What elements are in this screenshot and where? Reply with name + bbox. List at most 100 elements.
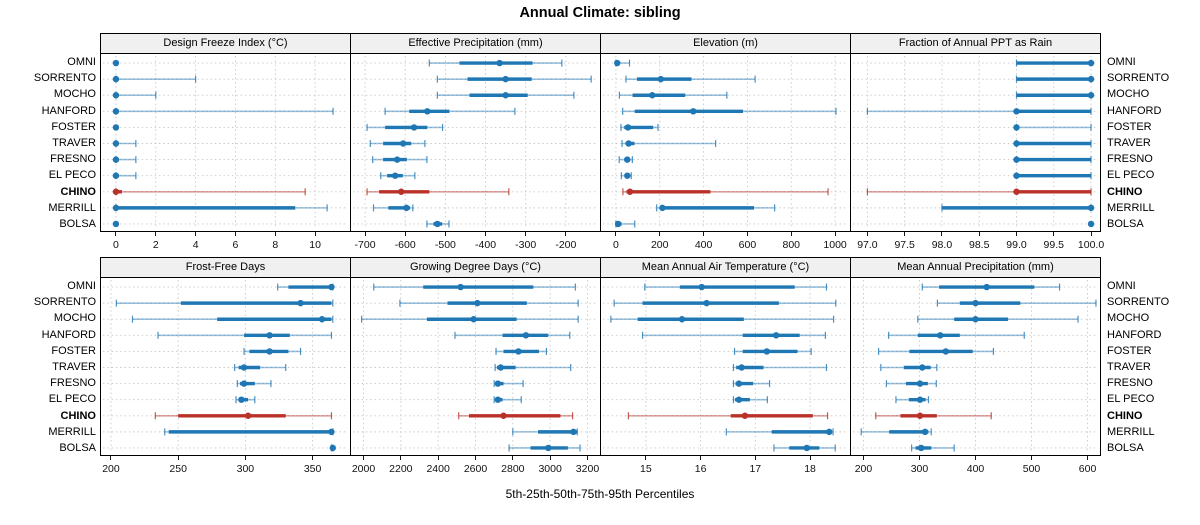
median-dot (391, 172, 399, 179)
series-foster (1013, 123, 1092, 131)
median-dot (659, 204, 666, 212)
series-sorrento (1015, 75, 1095, 83)
x-tick-mark (110, 456, 112, 460)
x-tick-label: 4 (192, 239, 199, 251)
median-dot (474, 299, 481, 307)
station-label-left-sorrento: SORRENTO (33, 72, 96, 85)
series-omni (1015, 59, 1095, 67)
plot-svg (350, 278, 601, 456)
plot-svg (100, 278, 351, 456)
panel-fraction-of-annual-ppt-as-rain: Fraction of Annual PPT as Rain 97.0 97.5 98… (850, 33, 1104, 251)
station-label-right-sorrento: SORRENTO (1107, 296, 1170, 309)
x-tick-label: 200 (102, 463, 120, 475)
x-tick-label: 98.0 (931, 239, 953, 251)
station-label-left-mocho: MOCHO (53, 312, 96, 325)
x-tick-label: 400 (966, 463, 985, 475)
series-bolsa (911, 444, 955, 452)
x-tick-mark (565, 232, 567, 236)
station-label-left-el-peco: EL PECO (48, 169, 96, 182)
series-bolsa (508, 444, 581, 452)
x-tick-label: 3000 (538, 463, 562, 475)
median-dot (1013, 108, 1020, 115)
median-dot (972, 299, 979, 307)
plot-svg (600, 54, 851, 232)
x-tick-label: 0 (113, 239, 119, 251)
station-label-right-merrill: MERRILL (1107, 201, 1155, 214)
series-chino (875, 412, 992, 420)
series-hanford (888, 331, 1025, 339)
median-dot (112, 140, 120, 147)
x-tick-mark (790, 232, 792, 236)
station-label-left-bolsa: BOLSA (59, 217, 96, 230)
median-dot (614, 59, 621, 67)
median-dot (393, 156, 401, 163)
station-label-left-bolsa: BOLSA (59, 441, 96, 454)
series-bolsa (112, 220, 120, 228)
x-tick-label: 2 (152, 239, 159, 251)
series-chino (866, 188, 1092, 196)
median-dot (763, 348, 771, 355)
median-dot (772, 332, 780, 339)
series-traver (732, 363, 828, 372)
median-dot (614, 220, 622, 228)
x-tick-label: 0 (612, 239, 619, 251)
plot-svg (350, 54, 601, 232)
x-tick-mark (586, 456, 588, 460)
median-dot (502, 92, 509, 99)
station-label-right-hanford: HANFORD (1107, 104, 1162, 117)
station-label-left-hanford: HANFORD (41, 104, 96, 117)
median-dot (398, 188, 405, 195)
series-merrill (512, 428, 578, 436)
station-label-left-fresno: FRESNO (50, 153, 96, 166)
median-dot (649, 92, 656, 99)
series-omni (644, 283, 828, 291)
median-dot (1087, 75, 1095, 83)
x-tick-mark (615, 232, 617, 236)
x-tick-label: 300 (910, 463, 929, 475)
x-tick-mark (918, 456, 920, 460)
median-dot (238, 396, 245, 403)
panel-growing-degree-days-c-: Growing Degree Days (°C) 2000 2200 2400 2600… (350, 257, 601, 475)
x-tick-label: 600 (738, 239, 757, 251)
x-tick-mark (437, 456, 439, 460)
median-dot (329, 444, 336, 452)
series-el-peco (620, 172, 632, 180)
station-label-right-bolsa: BOLSA (1107, 441, 1144, 454)
x-tick-label: 200 (854, 463, 873, 475)
median-dot (470, 316, 477, 323)
station-label-left-chino: CHINO (60, 185, 96, 198)
series-foster (112, 124, 120, 131)
x-tick-mark (115, 232, 117, 236)
median-dot (328, 428, 335, 436)
x-tick-label: 97.0 (857, 239, 878, 251)
series-traver (369, 139, 426, 148)
x-tick-label: 99.0 (1006, 239, 1027, 251)
median-dot (916, 396, 924, 403)
x-tick-mark (834, 232, 836, 236)
median-dot (112, 59, 120, 67)
median-dot (1087, 59, 1095, 67)
x-tick-mark (862, 456, 864, 460)
median-dot (112, 124, 120, 131)
x-tick-label: 200 (650, 239, 669, 251)
series-omni (921, 283, 1061, 291)
series-el-peco (493, 396, 522, 404)
series-merrill (164, 428, 335, 436)
x-tick-mark (485, 232, 487, 236)
median-dot (494, 380, 502, 387)
x-tick-label: 97.5 (894, 239, 915, 251)
median-dot (1087, 92, 1095, 99)
x-tick-mark (1016, 232, 1017, 236)
median-dot (112, 75, 120, 83)
station-label-left-foster: FOSTER (51, 120, 96, 133)
station-label-left-mocho: MOCHO (53, 88, 96, 101)
series-sorrento (936, 299, 1097, 307)
series-mocho (131, 315, 334, 323)
median-dot (424, 108, 431, 115)
x-tick-label: 17 (749, 463, 762, 475)
series-traver (494, 363, 572, 372)
median-dot (919, 364, 926, 371)
panel-header: Fraction of Annual PPT as Rain (850, 33, 1101, 54)
